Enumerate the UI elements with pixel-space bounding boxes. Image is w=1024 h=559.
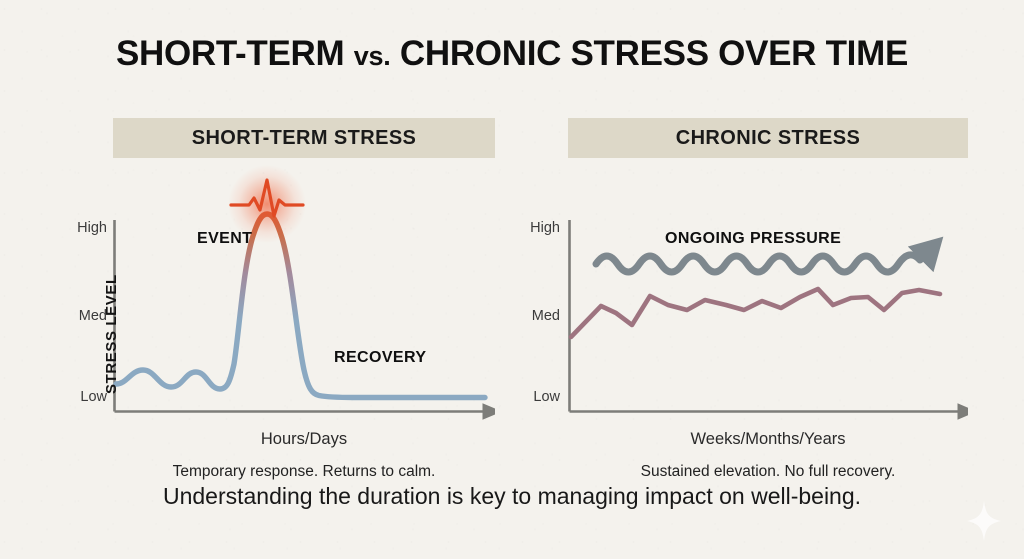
y-tick-high: High	[77, 220, 107, 236]
event-label: EVENT	[197, 230, 253, 247]
page-title: SHORT-TERM vs. CHRONIC STRESS OVER TIME	[0, 34, 1024, 74]
x-axis-label-short-term: Hours/Days	[260, 430, 348, 448]
y-tick-med-chronic: Med	[531, 308, 560, 324]
axes-short-term	[113, 220, 495, 420]
footer-note: Understanding the duration is key to man…	[162, 483, 862, 509]
axes-chronic	[568, 220, 968, 420]
page-title-part2: CHRONIC STRESS OVER TIME	[390, 34, 908, 73]
panel-header-chronic: CHRONIC STRESS	[568, 118, 968, 158]
y-tick-low-chronic: Low	[533, 389, 560, 405]
short-term-stress-line	[113, 211, 488, 401]
sparkle-icon	[967, 501, 1001, 541]
chronic-chart-svg	[568, 220, 968, 420]
short-term-chart-svg	[113, 165, 495, 420]
page-title-part1: SHORT-TERM	[115, 34, 354, 73]
panel-short-term-stress: SHORT-TERM STRESS STRESS LEVEL High Med …	[77, 118, 495, 480]
event-glow	[228, 165, 306, 243]
y-tick-low: Low	[80, 389, 107, 405]
event-pulse-icon	[229, 178, 305, 218]
y-tick-high-chronic: High	[530, 220, 560, 236]
chart-short-term-stress: STRESS LEVEL High Med Low EVENT RECOVERY	[77, 158, 495, 480]
recovery-label: RECOVERY	[334, 349, 427, 366]
caption-short-term: Temporary response. Returns to calm.	[172, 463, 436, 480]
ongoing-pressure-wave	[592, 236, 944, 276]
ongoing-pressure-label: ONGOING PRESSURE	[665, 230, 842, 247]
chart-chronic-stress: High Med Low ONGOING PRESSURE Weeks/	[530, 158, 968, 480]
panel-header-short-term: SHORT-TERM STRESS	[113, 118, 495, 158]
caption-chronic: Sustained elevation. No full recovery.	[640, 463, 896, 480]
y-tick-med: Med	[78, 308, 107, 324]
y-axis-title: STRESS LEVEL	[103, 274, 120, 394]
x-axis-label-chronic: Weeks/Months/Years	[690, 430, 846, 448]
page-title-vs: vs.	[353, 41, 391, 71]
chronic-stress-line	[568, 286, 943, 340]
panel-chronic-stress: CHRONIC STRESS High Med Low ONGOING PRES…	[530, 118, 968, 480]
